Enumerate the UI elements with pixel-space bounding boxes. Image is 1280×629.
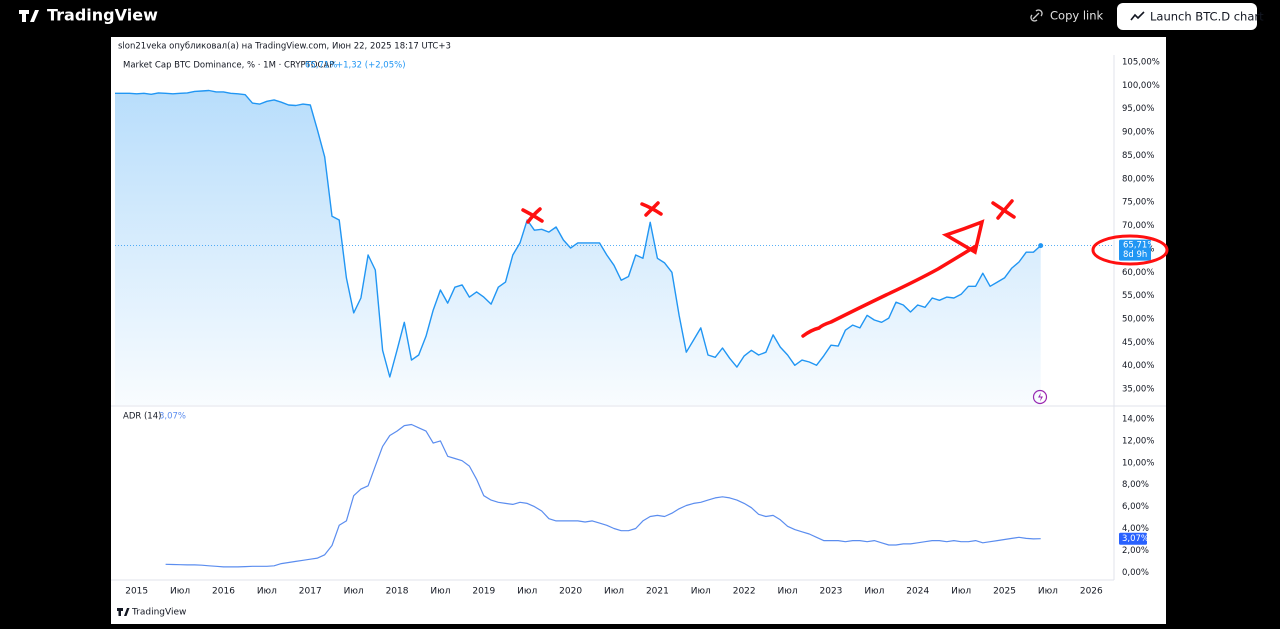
y-tick-label: 80,00% [1122,174,1154,184]
y-tick-label: 6,00% [1122,502,1149,512]
y-tick-label: 14,00% [1122,415,1154,425]
y-tick-label: 60,00% [1122,268,1154,278]
y-tick-label: 55,00% [1122,291,1154,301]
line [165,423,1041,568]
adr-legend-title: ADR (14) [123,412,161,422]
cross-mark [521,207,544,224]
x-tick-label: 2023 [820,587,843,597]
x-tick-label: Июл [430,587,450,597]
plot: 105,00% 100,00% 95,00% 90,00% 85,00% 80,00% 75… [115,58,1160,597]
logo[interactable]: TradingView [19,6,158,25]
x-tick-label: 2017 [299,587,322,597]
y-tick-label: 4,00% [1122,524,1149,534]
x-tick-label: 2022 [733,587,756,597]
x-tick-label: 2026 [1080,587,1103,597]
legend-title: Market Cap BTC Dominance, % · 1M · CRYPT… [123,61,334,71]
countdown: 8d 9h [1123,250,1147,260]
price-label-bg [1119,532,1147,545]
y-tick-label: 12,00% [1122,436,1154,446]
x-tick-label: Июл [170,587,190,597]
footer-logo-icon [117,608,130,616]
arrow-line [801,244,978,338]
legend-change: +1,32 (+2,05%) [336,61,406,71]
byline: slon21veka опубликовал(а) на TradingView… [118,42,451,52]
chart-icon [1130,11,1145,21]
x-tick-label: Июл [691,587,711,597]
x-tick-label: Июл [257,587,277,597]
cross-mark [991,199,1016,220]
x-tick-label: 2025 [993,587,1016,597]
logo-text: TradingView [47,6,158,25]
copy-link[interactable]: Copy link [1030,9,1104,23]
x-tick-label: 2020 [559,587,582,597]
x-tick-label: Июл [864,587,884,597]
logo-icon [19,10,39,22]
y-tick-label: 0,00% [1122,568,1149,578]
y-tick-label: 90,00% [1122,128,1154,138]
y-tick-label: 2,00% [1122,546,1149,556]
y-tick-label: 8,00% [1122,480,1149,490]
x-tick-label: 2024 [906,587,929,597]
y-tick-label: 105,00% [1122,58,1160,68]
y-tick-label: 95,00% [1122,104,1154,114]
x-tick-label: 2015 [125,587,148,597]
x-tick-label: Июл [778,587,798,597]
x-tick-label: Июл [1038,587,1058,597]
copy-link-text: Copy link [1050,9,1104,23]
link-icon [1030,9,1043,22]
button-bg [1117,3,1257,30]
arrow-head [941,219,985,255]
button-text: Launch BTC.D chart [1150,10,1264,24]
y-tick-label: 35,00% [1122,385,1154,395]
legend-value: 65,71% [305,61,337,71]
price-label: 3,07% [1122,534,1149,544]
x-tick-label: Июл [517,587,537,597]
footer-logo: TradingView [117,608,186,618]
x-tick-label: 2019 [472,587,495,597]
y-tick-label: 40,00% [1122,361,1154,371]
x-tick-label: 2016 [212,587,235,597]
price-label: 65,71% [1123,241,1155,251]
y-tick-label: 100,00% [1122,81,1160,91]
highlight-circle [1091,234,1169,266]
y-tick-label: 85,00% [1122,151,1154,161]
annotations [521,199,1169,338]
x-tick-label: 2018 [386,587,409,597]
cross-mark [640,201,663,217]
x-tick-label: Июл [344,587,364,597]
y-tick-label: 50,00% [1122,315,1154,325]
y-tick-label: 70,00% [1122,221,1154,231]
x-tick-label: Июл [951,587,971,597]
y-tick-label: 45,00% [1122,338,1154,348]
last-point [1038,243,1044,249]
launch-button[interactable]: Launch BTC.D chart [1117,3,1264,30]
x-tick-label: Июл [604,587,624,597]
y-tick-label: 10,00% [1122,458,1154,468]
footer-logo-text: TradingView [131,608,186,618]
price-label-bg [1119,239,1151,261]
adr-legend-value: 3,07% [159,412,186,422]
area-fill [115,90,1041,405]
x-tick-label: 2021 [646,587,669,597]
line [115,89,1042,378]
y-tick-label: 75,00% [1122,198,1154,208]
